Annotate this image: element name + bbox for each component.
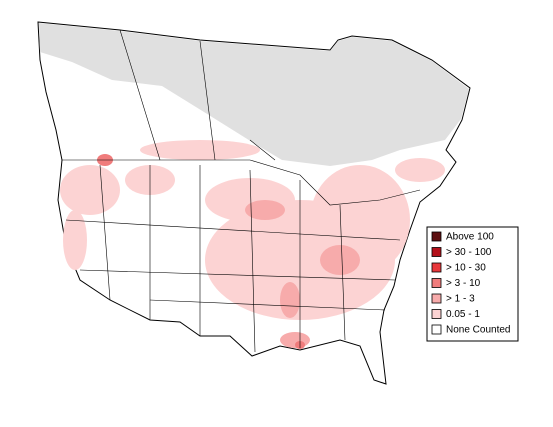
legend-swatch xyxy=(431,231,442,242)
patch xyxy=(60,165,120,215)
patch xyxy=(245,200,285,220)
legend-swatch xyxy=(431,278,442,288)
legend-label: None Counted xyxy=(446,325,511,336)
border xyxy=(119,29,276,161)
patch xyxy=(395,158,445,182)
unsurveyed-region xyxy=(39,23,469,166)
borders xyxy=(62,29,421,353)
border xyxy=(62,159,421,206)
border xyxy=(65,219,401,311)
legend: Above 100 > 30 - 100 > 10 - 30 > 3 - 10 > 1 … xyxy=(426,226,519,342)
legend-label: > 10 - 30 xyxy=(446,263,486,274)
legend-label: > 3 - 10 xyxy=(446,278,481,289)
patch xyxy=(280,332,310,348)
legend-box xyxy=(426,226,519,342)
legend-swatch xyxy=(431,247,442,257)
patch xyxy=(320,245,360,275)
legend-label: 0.05 - 1 xyxy=(446,309,480,320)
legend-swatch xyxy=(431,293,442,304)
legend-swatch xyxy=(431,324,442,335)
legend-label: > 30 - 100 xyxy=(446,247,492,258)
patch xyxy=(140,140,260,160)
patch xyxy=(63,210,87,270)
legend-label: > 1 - 3 xyxy=(446,294,475,305)
legend-label: Above 100 xyxy=(446,232,494,243)
patch xyxy=(280,282,300,318)
legend-swatch xyxy=(431,309,442,319)
border xyxy=(99,164,346,353)
legend-swatch xyxy=(431,262,442,273)
